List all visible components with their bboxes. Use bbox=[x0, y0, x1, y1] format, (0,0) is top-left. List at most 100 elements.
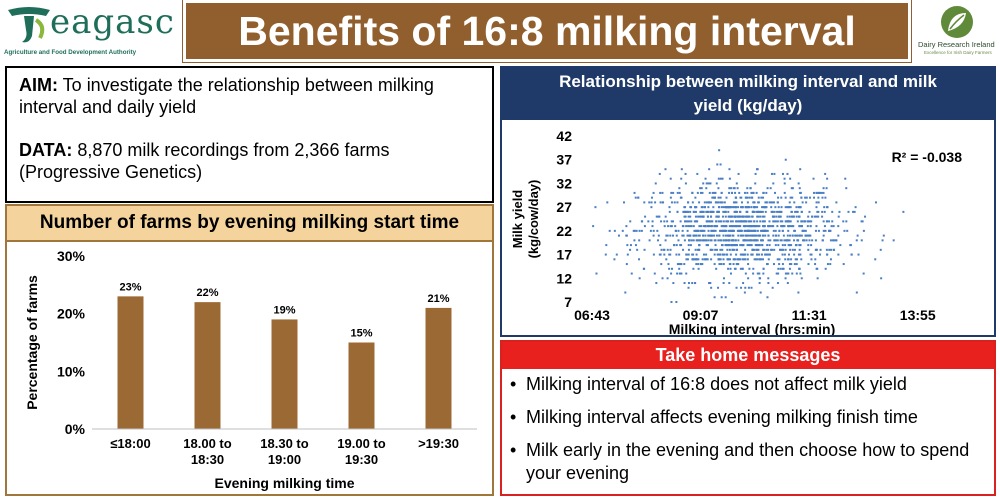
scatter-point bbox=[626, 244, 629, 247]
bar bbox=[271, 319, 298, 429]
scatter-point bbox=[717, 187, 720, 190]
scatter-point bbox=[766, 244, 769, 247]
takehome-list: Milking interval of 16:8 does not affect… bbox=[510, 373, 990, 495]
scatter-point bbox=[860, 239, 863, 242]
scatter-point bbox=[738, 220, 741, 223]
scatter-point bbox=[756, 220, 759, 223]
y-tick-label: 37 bbox=[556, 152, 572, 168]
scatter-point bbox=[669, 248, 672, 251]
scatter-point bbox=[786, 272, 789, 275]
scatter-point bbox=[726, 239, 729, 242]
scatter-point bbox=[829, 229, 832, 232]
scatter-point bbox=[701, 263, 704, 266]
scatter-point bbox=[791, 272, 794, 275]
scatter-point bbox=[643, 225, 646, 228]
data-paragraph: DATA: 8,870 milk recordings from 2,366 f… bbox=[19, 139, 480, 183]
scatter-point bbox=[672, 191, 675, 194]
scatter-point bbox=[701, 258, 704, 261]
scatter-point bbox=[753, 229, 756, 232]
scatter-point bbox=[728, 234, 731, 237]
scatter-point bbox=[712, 229, 715, 232]
scatter-point bbox=[652, 253, 655, 256]
scatter-point bbox=[753, 258, 756, 261]
scatter-point bbox=[710, 258, 713, 261]
scatter-point bbox=[638, 229, 641, 232]
scatter-point bbox=[767, 282, 770, 285]
scatter-point bbox=[698, 201, 701, 204]
scatter-point bbox=[786, 172, 789, 175]
scatter-point bbox=[681, 234, 684, 237]
scatter-point bbox=[685, 220, 688, 223]
scatter-point bbox=[714, 248, 717, 251]
scatter-point bbox=[757, 248, 760, 251]
scatter-point bbox=[855, 291, 858, 294]
scatter-point bbox=[669, 177, 672, 180]
scatter-point bbox=[676, 201, 679, 204]
scatter-point bbox=[692, 210, 695, 213]
scatter-point bbox=[732, 244, 735, 247]
scatter-point bbox=[795, 215, 798, 218]
scatter-point bbox=[755, 168, 758, 171]
scatter-point bbox=[814, 248, 817, 251]
scatter-point bbox=[809, 234, 812, 237]
scatter-point bbox=[764, 201, 767, 204]
scatter-point bbox=[807, 248, 810, 251]
scatter-point bbox=[807, 234, 810, 237]
scatter-point bbox=[702, 229, 705, 232]
scatter-point bbox=[761, 253, 764, 256]
dri-name: Dairy Research Ireland bbox=[918, 40, 995, 49]
scatter-point bbox=[733, 215, 736, 218]
scatter-point bbox=[634, 244, 637, 247]
takehome-item: Milking interval of 16:8 does not affect… bbox=[510, 373, 990, 396]
scatter-point bbox=[822, 220, 825, 223]
scatter-point bbox=[747, 239, 750, 242]
scatter-point bbox=[782, 267, 785, 270]
scatter-point bbox=[832, 225, 835, 228]
scatter-point bbox=[709, 210, 712, 213]
scatter-point bbox=[823, 225, 826, 228]
scatter-point bbox=[701, 215, 704, 218]
scatter-point bbox=[773, 248, 776, 251]
scatter-point bbox=[784, 206, 787, 209]
scatter-point bbox=[767, 225, 770, 228]
scatter-point bbox=[682, 248, 685, 251]
scatter-point bbox=[637, 196, 640, 199]
scatter-point bbox=[805, 196, 808, 199]
scatter-point bbox=[856, 234, 859, 237]
scatter-point bbox=[689, 244, 692, 247]
scatter-point bbox=[754, 234, 757, 237]
scatter-point bbox=[741, 258, 744, 261]
scatter-point bbox=[702, 253, 705, 256]
scatter-point bbox=[736, 210, 739, 213]
scatter-point bbox=[764, 234, 767, 237]
x-tick-label: 13:55 bbox=[900, 307, 936, 323]
scatter-point bbox=[793, 201, 796, 204]
scatter-point bbox=[839, 244, 842, 247]
scatter-point bbox=[753, 201, 756, 204]
scatter-point bbox=[771, 201, 774, 204]
scatter-point bbox=[694, 282, 697, 285]
scatter-point bbox=[668, 206, 671, 209]
scatter-point bbox=[806, 220, 809, 223]
scatter-point bbox=[625, 234, 628, 237]
scatter-point bbox=[727, 244, 730, 247]
scatter-point bbox=[766, 187, 769, 190]
scatter-point bbox=[675, 234, 678, 237]
scatter-point bbox=[679, 220, 682, 223]
scatter-point bbox=[750, 244, 753, 247]
scatter-point bbox=[781, 229, 784, 232]
scatter-point bbox=[833, 248, 836, 251]
scatter-point bbox=[683, 215, 686, 218]
scatter-point bbox=[719, 177, 722, 180]
scatter-point bbox=[849, 244, 852, 247]
milk-yield-scatter-chart: 42 37 32 27 22 17 12 706:43 09:07 11:31 13:55 Milki… bbox=[510, 128, 962, 335]
scatter-point bbox=[595, 272, 598, 275]
scatter-point bbox=[746, 206, 749, 209]
scatter-point bbox=[746, 187, 749, 190]
scatter-point bbox=[722, 263, 725, 266]
scatter-point bbox=[642, 267, 645, 270]
scatter-point bbox=[689, 206, 692, 209]
scatter-point bbox=[709, 239, 712, 242]
scatter-point bbox=[743, 291, 746, 294]
scatter-point bbox=[688, 225, 691, 228]
